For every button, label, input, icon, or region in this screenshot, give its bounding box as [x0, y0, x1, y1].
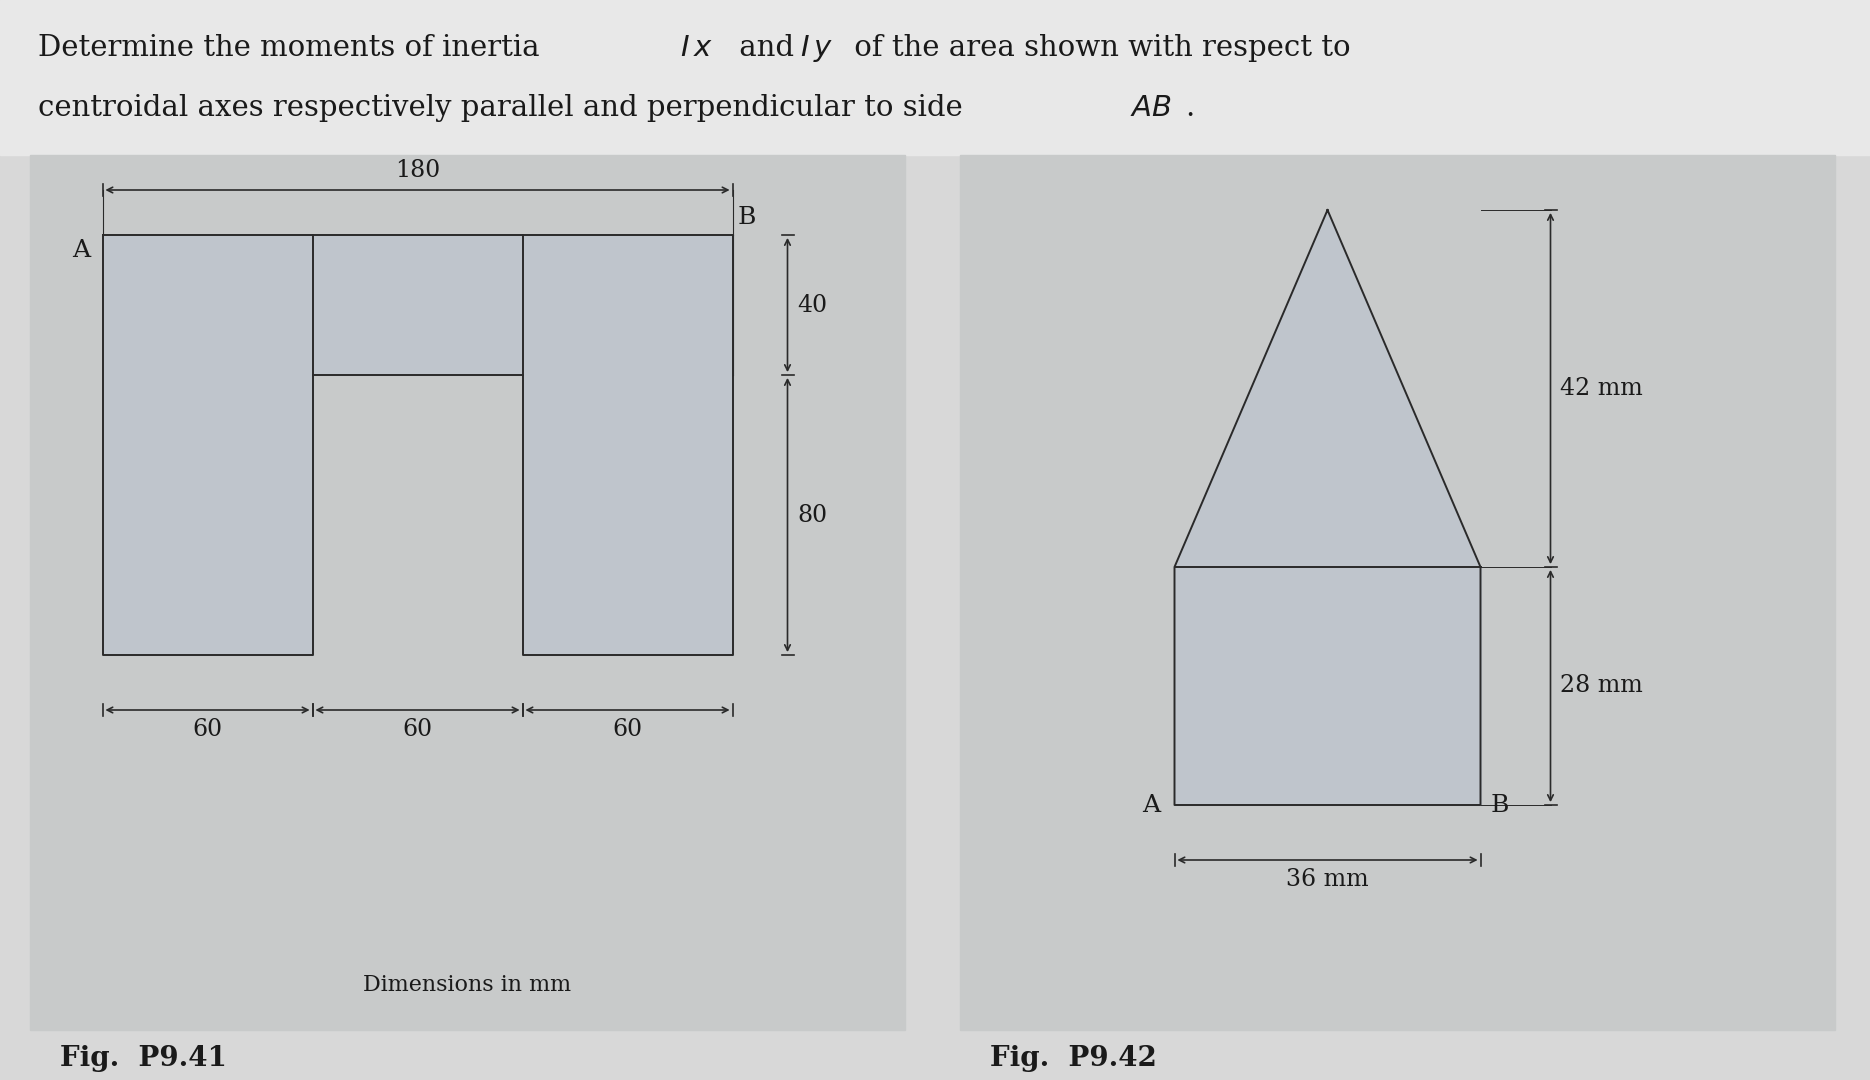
Text: 28 mm: 28 mm: [1560, 675, 1644, 698]
Bar: [103, 375, 312, 654]
Text: 40: 40: [797, 294, 828, 316]
Text: 60: 60: [613, 718, 643, 741]
Bar: [103, 235, 733, 375]
Bar: [0, 0, 1870, 156]
Text: B: B: [737, 206, 755, 229]
Bar: [30, 156, 905, 1030]
Bar: [1174, 567, 1481, 805]
Text: $AB$: $AB$: [1129, 94, 1172, 122]
Text: Fig.  P9.42: Fig. P9.42: [989, 1044, 1158, 1071]
Polygon shape: [1174, 210, 1481, 567]
Bar: [522, 375, 733, 654]
Text: Fig.  P9.41: Fig. P9.41: [60, 1044, 226, 1071]
Text: $I\,x$: $I\,x$: [681, 33, 712, 62]
Text: 180: 180: [395, 159, 439, 183]
Text: A: A: [73, 239, 90, 262]
Text: B: B: [1490, 794, 1509, 816]
Text: A: A: [1143, 794, 1161, 816]
Text: .: .: [1186, 94, 1195, 122]
Text: Dimensions in mm: Dimensions in mm: [363, 974, 572, 996]
Bar: [959, 156, 1834, 1030]
Text: centroidal axes respectively parallel and perpendicular to side: centroidal axes respectively parallel an…: [37, 94, 972, 122]
Text: 80: 80: [797, 503, 828, 526]
Text: $I\,y$: $I\,y$: [800, 32, 832, 64]
Text: 60: 60: [402, 718, 432, 741]
Text: 36 mm: 36 mm: [1287, 868, 1369, 891]
Text: 42 mm: 42 mm: [1560, 377, 1644, 400]
Text: and: and: [729, 33, 804, 62]
Text: 60: 60: [193, 718, 223, 741]
Text: Determine the moments of inertia: Determine the moments of inertia: [37, 33, 550, 62]
Text: of the area shown with respect to: of the area shown with respect to: [845, 33, 1350, 62]
